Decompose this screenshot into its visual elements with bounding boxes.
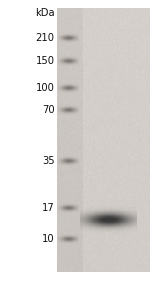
Text: kDa: kDa: [35, 8, 55, 18]
Text: 70: 70: [42, 105, 55, 115]
Text: 150: 150: [36, 56, 55, 66]
Text: 210: 210: [36, 33, 55, 43]
Text: 35: 35: [42, 156, 55, 166]
Text: 17: 17: [42, 203, 55, 213]
Text: 10: 10: [42, 234, 55, 244]
Text: 100: 100: [36, 83, 55, 93]
